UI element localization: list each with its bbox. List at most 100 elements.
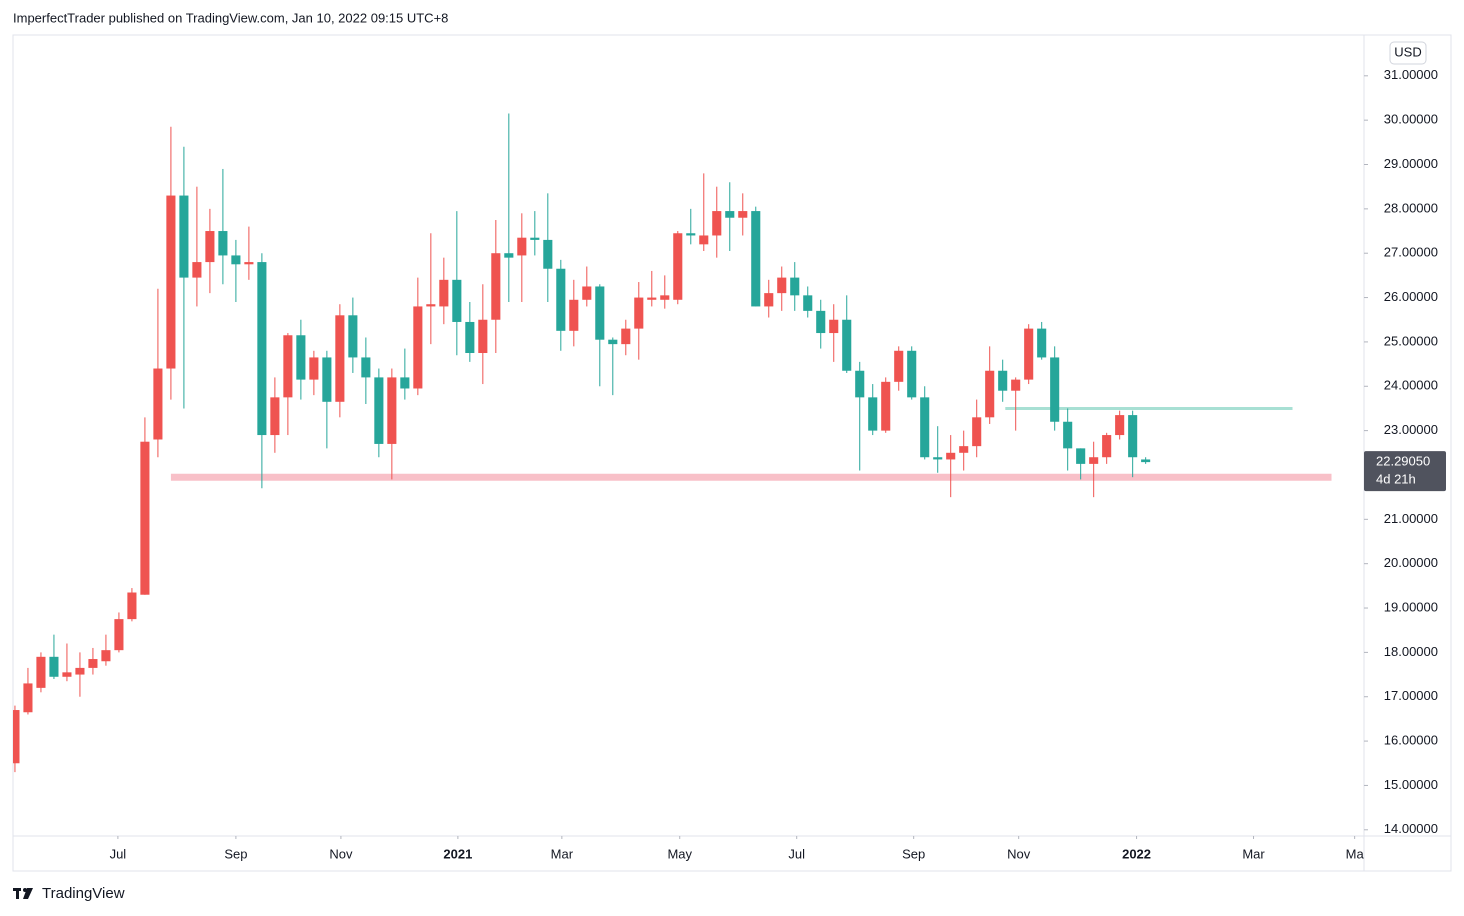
candle-body bbox=[387, 377, 397, 444]
candle-body bbox=[972, 417, 982, 447]
x-tick-label: Jul bbox=[788, 846, 805, 861]
y-tick-label: 27.00000 bbox=[1384, 245, 1438, 260]
candle-body bbox=[920, 397, 930, 458]
candle-body bbox=[270, 397, 280, 436]
y-tick-label: 15.00000 bbox=[1384, 777, 1438, 792]
candle-body bbox=[582, 286, 592, 300]
candle-body bbox=[23, 683, 33, 713]
candle-body bbox=[413, 306, 423, 389]
candle-body bbox=[192, 262, 202, 278]
candle-body bbox=[933, 457, 943, 460]
candle-body bbox=[660, 295, 670, 300]
candle-body bbox=[13, 710, 20, 764]
candle-body bbox=[829, 319, 839, 334]
candle-body bbox=[309, 357, 319, 380]
candle-body bbox=[738, 211, 748, 218]
candle-body bbox=[1089, 457, 1099, 464]
last-price-label: 22.29050 bbox=[1376, 454, 1430, 469]
candle-body bbox=[36, 656, 46, 688]
candle-body bbox=[634, 297, 644, 329]
y-tick-label: 20.00000 bbox=[1384, 555, 1438, 570]
candle-body bbox=[842, 319, 852, 371]
candle-body bbox=[595, 286, 605, 340]
candle-body bbox=[218, 231, 228, 256]
candle-body bbox=[1141, 459, 1151, 463]
x-tick-label: Sep bbox=[902, 846, 925, 861]
candle-body bbox=[400, 377, 410, 389]
countdown-label: 4d 21h bbox=[1376, 472, 1416, 487]
x-tick-label: 2022 bbox=[1122, 846, 1151, 861]
y-tick-label: 19.00000 bbox=[1384, 599, 1438, 614]
y-tick-label: 17.00000 bbox=[1384, 688, 1438, 703]
candle-body bbox=[426, 304, 436, 307]
candle-body bbox=[673, 233, 683, 300]
x-tick-label: Nov bbox=[329, 846, 353, 861]
candle-body bbox=[894, 350, 904, 382]
y-tick-label: 26.00000 bbox=[1384, 289, 1438, 304]
candle-body bbox=[49, 656, 59, 677]
candle-body bbox=[569, 299, 579, 331]
x-tick-label: 2021 bbox=[443, 846, 472, 861]
candle-body bbox=[803, 295, 813, 311]
y-tick-label: 29.00000 bbox=[1384, 156, 1438, 171]
candle-body bbox=[1037, 328, 1047, 358]
y-tick-label: 25.00000 bbox=[1384, 333, 1438, 348]
currency-label: USD bbox=[1394, 44, 1421, 59]
candle-body bbox=[361, 357, 371, 378]
candle-body bbox=[1024, 328, 1034, 380]
y-tick-label: 16.00000 bbox=[1384, 733, 1438, 748]
x-tick-label: Jul bbox=[110, 846, 127, 861]
candle-body bbox=[608, 339, 618, 345]
candle-body bbox=[517, 237, 527, 256]
candle-body bbox=[491, 253, 501, 320]
candle-body bbox=[179, 195, 189, 278]
y-tick-label: 14.00000 bbox=[1384, 821, 1438, 836]
candle-body bbox=[296, 335, 306, 380]
chart-frame bbox=[12, 34, 1452, 872]
candle-body bbox=[62, 672, 72, 677]
candle-body bbox=[764, 293, 774, 307]
candle-body bbox=[790, 277, 800, 296]
candle-body bbox=[465, 321, 475, 354]
publish-header: ImperfectTrader published on TradingView… bbox=[13, 10, 448, 25]
candle-body bbox=[1050, 357, 1060, 422]
candle-body bbox=[998, 370, 1008, 391]
candle-body bbox=[88, 659, 98, 668]
candle-body bbox=[504, 253, 514, 258]
last-price-box bbox=[1364, 451, 1446, 492]
candle-body bbox=[374, 377, 384, 444]
y-tick-label: 30.00000 bbox=[1384, 112, 1438, 127]
x-tick-label: Mar bbox=[1242, 846, 1265, 861]
candle-body bbox=[621, 328, 631, 345]
x-tick-label: Nov bbox=[1007, 846, 1031, 861]
candle-body bbox=[855, 370, 865, 398]
candle-body bbox=[322, 357, 332, 402]
candle-body bbox=[335, 315, 345, 402]
candle-body bbox=[478, 319, 488, 354]
y-tick-label: 31.00000 bbox=[1384, 67, 1438, 82]
candle-body bbox=[907, 350, 917, 398]
candle-body bbox=[985, 370, 995, 418]
candle-body bbox=[153, 368, 163, 440]
candle-body bbox=[816, 310, 826, 334]
candle-body bbox=[1128, 415, 1138, 458]
candle-body bbox=[881, 381, 891, 431]
candle-body bbox=[244, 262, 254, 265]
y-tick-label: 23.00000 bbox=[1384, 422, 1438, 437]
candle-body bbox=[114, 619, 124, 651]
candle-body bbox=[75, 667, 85, 675]
candle-body bbox=[699, 235, 709, 245]
candle-body bbox=[127, 592, 137, 620]
candle-body bbox=[530, 237, 540, 240]
candle-body bbox=[751, 211, 761, 307]
tradingview-logo bbox=[13, 888, 33, 899]
y-tick-label: 28.00000 bbox=[1384, 200, 1438, 215]
candle-body bbox=[725, 211, 735, 218]
x-tick-label: Ma bbox=[1346, 846, 1365, 861]
candle-body bbox=[101, 650, 111, 662]
x-tick-label: May bbox=[667, 846, 692, 861]
x-tick-label: Mar bbox=[551, 846, 574, 861]
candle-body bbox=[946, 452, 956, 460]
candle-body bbox=[777, 277, 787, 294]
